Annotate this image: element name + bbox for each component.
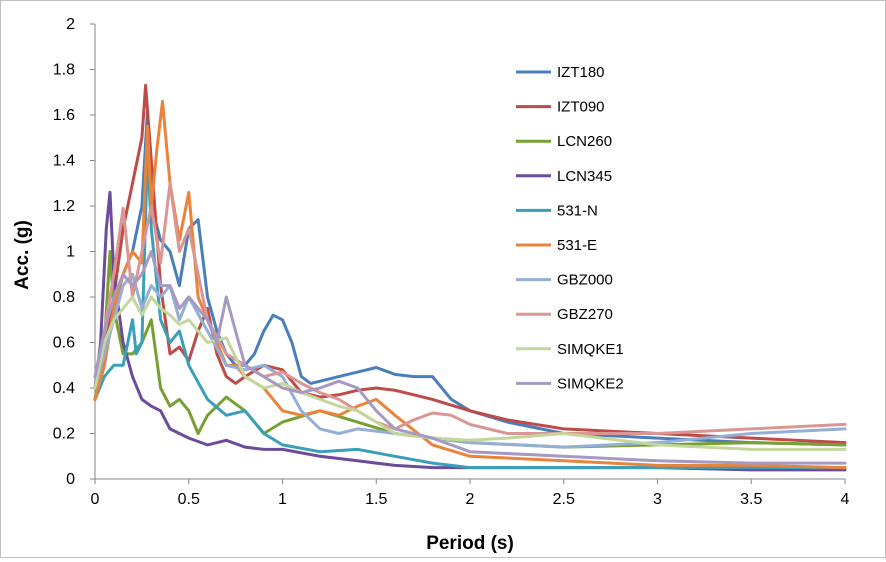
legend-label: GBZ270 <box>557 306 613 323</box>
series-line-gbz270 <box>93 181 847 435</box>
y-tick-label: 0.4 <box>53 380 75 397</box>
x-tick-label: 2 <box>466 491 475 508</box>
y-tick-label: 2 <box>66 16 75 33</box>
legend-label: SIMQKE1 <box>557 341 624 358</box>
legend-label: 531-E <box>557 237 597 254</box>
x-tick-label: 1.5 <box>365 491 387 508</box>
legend-label: IZT090 <box>557 99 605 116</box>
axes: 0 0.5 1 1.5 2 2.5 3 3.5 4 0 0.2 0.4 0.6 0.8 1 1.2 1.4 1.6… <box>53 16 850 508</box>
y-tick-label: 0.6 <box>53 335 75 352</box>
legend-label: GBZ000 <box>557 272 613 289</box>
x-tick-label: 0.5 <box>178 491 200 508</box>
x-tick-label: 2.5 <box>553 491 575 508</box>
legend-label: IZT180 <box>557 64 605 81</box>
series-layer <box>93 83 847 472</box>
y-tick-label: 1.2 <box>53 198 75 215</box>
x-tick-label: 0 <box>91 491 100 508</box>
series-line-izt180 <box>93 108 847 447</box>
y-tick-label: 0 <box>66 471 75 488</box>
series-line-lcn260 <box>93 250 847 449</box>
series-line-simqke1 <box>93 295 847 451</box>
y-tick-label: 1.4 <box>53 153 75 170</box>
legend-label: LCN260 <box>557 133 612 150</box>
x-tick-label: 1 <box>278 491 287 508</box>
y-axis-title: Acc. (g) <box>12 220 33 290</box>
y-tick-label: 0.8 <box>53 289 75 306</box>
series-line-simqke2 <box>93 250 847 465</box>
legend-label: 531-N <box>557 202 598 219</box>
series-line-531-n <box>93 149 847 470</box>
series-line-531-e <box>93 99 847 470</box>
series-line-izt090 <box>93 83 847 445</box>
legend-label: LCN345 <box>557 168 612 185</box>
x-axis-title: Period (s) <box>426 533 514 554</box>
legend-label: SIMQKE2 <box>557 375 624 392</box>
x-tick-label: 3.5 <box>740 491 762 508</box>
y-tick-label: 1.6 <box>53 107 75 124</box>
y-tick-label: 0.2 <box>53 426 75 443</box>
y-tick-label: 1 <box>66 244 75 261</box>
legend: IZT180 IZT090 LCN260 LCN345 531-N 531-E GBZ000… <box>516 64 624 392</box>
x-tick-label: 3 <box>653 491 662 508</box>
y-tick-label: 1.8 <box>53 62 75 79</box>
x-tick-label: 4 <box>841 491 850 508</box>
